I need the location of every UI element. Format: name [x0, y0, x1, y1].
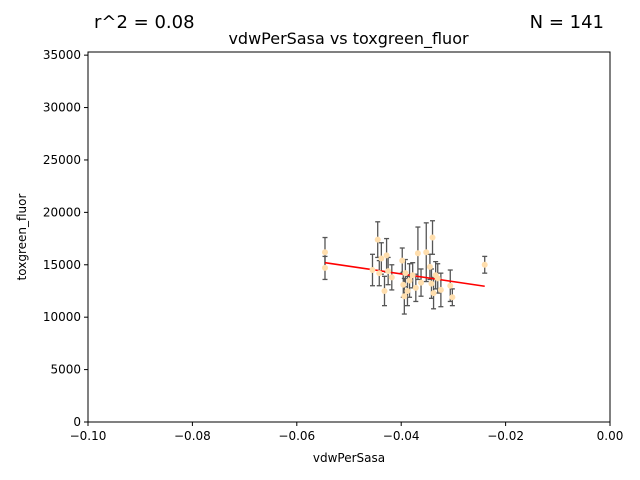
- x-tick-label: 0.00: [597, 429, 624, 443]
- data-point: [481, 261, 488, 268]
- data-point: [418, 279, 425, 286]
- data-point: [428, 280, 435, 287]
- x-tick-label: −0.10: [70, 429, 107, 443]
- data-point: [434, 275, 441, 282]
- data-point: [406, 277, 413, 284]
- data-point: [437, 286, 444, 293]
- y-tick-label: 0: [73, 415, 81, 429]
- data-point: [388, 274, 395, 281]
- data-point: [429, 234, 436, 241]
- data-point: [412, 284, 419, 291]
- data-point: [426, 263, 433, 270]
- data-point: [449, 294, 456, 301]
- x-tick-label: −0.08: [174, 429, 211, 443]
- plot-area: [321, 220, 488, 315]
- x-tick-label: −0.02: [487, 429, 524, 443]
- y-tick-label: 10000: [43, 310, 81, 324]
- data-point: [430, 290, 437, 297]
- chart-title: vdwPerSasa vs toxgreen_fluor: [228, 29, 469, 49]
- data-point: [381, 287, 388, 294]
- y-tick-label: 20000: [43, 205, 81, 219]
- y-tick-label: 25000: [43, 153, 81, 167]
- data-point: [369, 267, 376, 274]
- x-axis: −0.10 −0.08 −0.06 −0.04 −0.02 0.00: [70, 422, 624, 443]
- data-point: [400, 281, 407, 288]
- data-point: [402, 270, 409, 277]
- r-squared-label: r^2 = 0.08: [94, 12, 195, 33]
- data-point: [414, 250, 421, 257]
- data-point: [385, 268, 392, 275]
- data-point: [409, 272, 416, 279]
- data-point: [404, 287, 411, 294]
- data-point: [376, 270, 383, 277]
- x-axis-label: vdwPerSasa: [313, 451, 385, 465]
- data-point: [423, 249, 430, 256]
- y-tick-label: 35000: [43, 48, 81, 62]
- y-tick-label: 30000: [43, 101, 81, 115]
- data-point: [374, 236, 381, 243]
- data-point: [447, 282, 454, 289]
- sample-count-label: N = 141: [529, 12, 604, 33]
- y-tick-label: 15000: [43, 258, 81, 272]
- y-axis-label: toxgreen_fluor: [15, 194, 29, 281]
- data-point: [399, 257, 406, 264]
- data-point: [383, 252, 390, 259]
- x-tick-label: −0.06: [278, 429, 315, 443]
- axes-frame: [87, 51, 611, 423]
- data-point: [321, 249, 328, 256]
- data-point: [321, 264, 328, 271]
- data-point: [378, 255, 385, 262]
- y-tick-label: 5000: [50, 363, 81, 377]
- data-point: [401, 293, 408, 300]
- x-tick-label: −0.04: [383, 429, 420, 443]
- y-axis: 0 5000 10000 15000 20000 25000 30000 35000: [43, 48, 88, 429]
